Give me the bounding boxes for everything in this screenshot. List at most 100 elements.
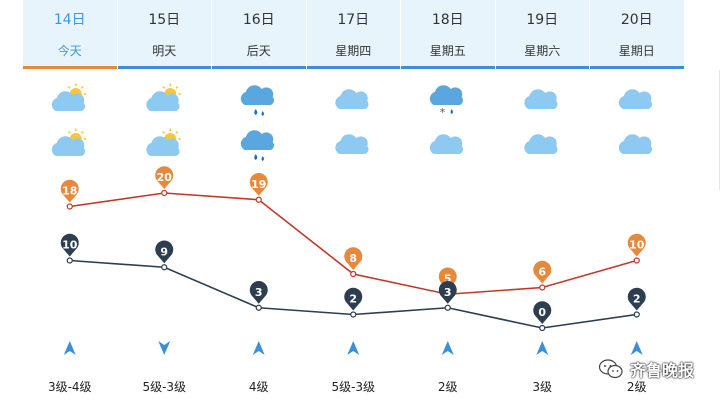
wind-direction-icon <box>158 341 171 355</box>
day-date: 16日 <box>242 12 275 28</box>
wind-direction-icon <box>347 341 360 355</box>
watermark-text: 齐鲁晚报 <box>630 361 695 380</box>
low-temp-pin <box>155 240 174 264</box>
day-weekday: 星期日 <box>618 44 655 58</box>
watermark: 齐鲁晚报 <box>598 355 694 383</box>
day-date: 17日 <box>337 12 370 28</box>
rain-icon <box>240 130 275 161</box>
high-temp-point <box>633 257 640 264</box>
cloud-icon <box>335 89 369 109</box>
day-underline <box>23 66 117 69</box>
cloud-icon <box>335 134 369 154</box>
day-header[interactable]: 20日星期日 <box>590 0 684 69</box>
day-underline <box>117 66 211 69</box>
day-header[interactable]: 19日星期六 <box>495 0 589 69</box>
cloud-icon <box>618 89 653 109</box>
wind-level: 2级 <box>437 380 458 394</box>
wind-level: 3级-4级 <box>47 380 92 394</box>
low-temp-label: 2 <box>633 293 641 306</box>
high-temp-label: 5 <box>444 272 452 285</box>
wind-level: 5级-3级 <box>331 380 376 394</box>
high-temp-label: 10 <box>629 239 645 252</box>
day-header[interactable]: 18日星期五 <box>401 0 495 69</box>
low-temp-pin <box>438 281 457 304</box>
low-temp-pin <box>627 287 646 311</box>
sun-cloud-icon <box>146 83 181 111</box>
low-temp-label: 10 <box>62 239 78 252</box>
rain-icon <box>240 85 275 116</box>
high-temp-label: 18 <box>62 185 77 198</box>
day-header[interactable]: 16日后天 <box>212 0 306 69</box>
day-underline <box>590 66 684 69</box>
low-temp-pin <box>533 301 552 324</box>
high-temp-label: 8 <box>349 252 357 265</box>
day-weekday: 星期六 <box>524 44 561 58</box>
wind-direction-icon <box>630 341 643 355</box>
low-temp-pin <box>249 281 268 304</box>
high-temp-point <box>161 189 168 197</box>
day-date: 15日 <box>148 12 181 28</box>
high-temp-label: 20 <box>157 171 173 184</box>
day-underline <box>495 66 589 69</box>
low-temp-point <box>255 304 262 311</box>
divider <box>719 70 720 190</box>
day-header[interactable]: 15日明天 <box>117 0 211 69</box>
high-temp-line <box>69 192 637 296</box>
day-weekday: 今天 <box>57 44 82 58</box>
cloud-icon <box>429 134 464 154</box>
low-temp-pin <box>60 233 79 257</box>
high-temp-point <box>539 284 546 291</box>
day-date: 18日 <box>431 12 464 28</box>
day-date: 20日 <box>620 12 653 28</box>
sun-cloud-icon <box>51 83 87 111</box>
wind-level: 3级 <box>532 380 553 394</box>
svg-text:*: * <box>440 106 446 119</box>
cloud-icon <box>618 134 653 154</box>
day-underline <box>401 66 495 69</box>
high-temp-pin <box>533 260 552 284</box>
day-header[interactable]: 17日星期四 <box>306 0 400 69</box>
low-temp-point <box>161 264 168 271</box>
sun-cloud-icon <box>51 128 87 156</box>
wind-direction-icon <box>63 341 76 355</box>
low-temp-label: 2 <box>349 293 357 306</box>
wind-level: 4级 <box>248 380 269 394</box>
low-temp-point <box>444 304 451 311</box>
low-temp-label: 3 <box>255 286 263 299</box>
day-underline <box>212 66 306 69</box>
day-underline <box>306 66 400 69</box>
cloud-icon <box>524 89 558 109</box>
low-temp-label: 0 <box>538 306 546 319</box>
low-temp-label: 9 <box>160 245 168 258</box>
day-weekday: 明天 <box>152 44 177 58</box>
low-temp-point <box>350 311 357 318</box>
high-temp-pin <box>344 247 363 270</box>
wind-direction-icon <box>252 341 265 355</box>
high-temp-label: 6 <box>538 266 546 279</box>
low-temp-point <box>66 257 73 264</box>
wind-direction-icon <box>536 341 549 355</box>
day-weekday: 星期五 <box>429 44 466 58</box>
low-temp-label: 3 <box>444 286 452 299</box>
high-temp-pin <box>60 179 79 203</box>
day-weekday: 星期四 <box>335 44 372 58</box>
high-temp-pin <box>155 166 174 189</box>
low-temp-point <box>633 311 640 318</box>
high-temp-label: 19 <box>251 178 266 191</box>
high-temp-point <box>350 270 357 278</box>
cloud-icon <box>524 134 558 154</box>
high-temp-point <box>255 196 262 203</box>
day-weekday: 后天 <box>246 44 271 58</box>
sun-cloud-icon <box>146 128 181 156</box>
wind-level: 5级-3级 <box>142 380 187 394</box>
high-temp-pin <box>627 233 646 257</box>
wechat-icon <box>598 359 623 379</box>
high-temp-point <box>66 203 73 210</box>
day-header[interactable]: 14日今天 <box>23 0 117 69</box>
day-date: 19日 <box>526 12 559 28</box>
low-temp-point <box>539 324 546 332</box>
low-temp-pin <box>344 287 363 311</box>
day-date: 14日 <box>53 12 86 28</box>
